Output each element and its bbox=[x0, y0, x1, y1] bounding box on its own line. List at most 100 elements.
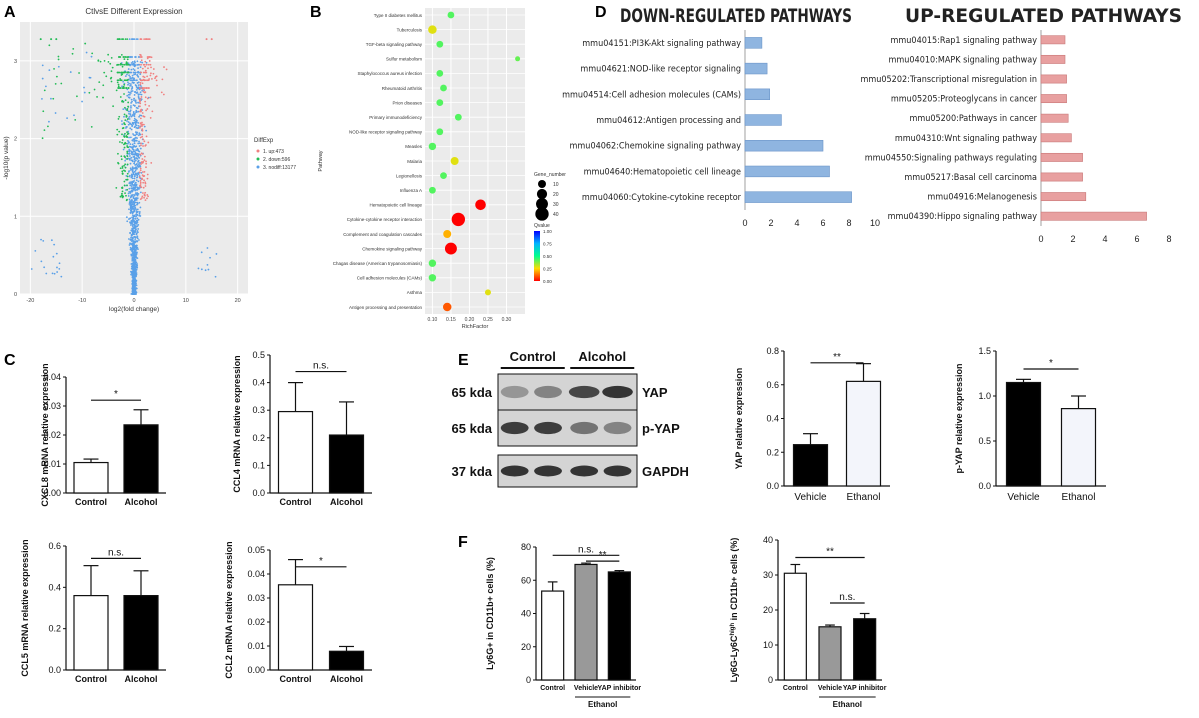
far-point bbox=[60, 82, 63, 85]
pathway-label: Primary immunodeficiency bbox=[369, 115, 423, 120]
pathway-bar bbox=[744, 62, 768, 75]
up-point bbox=[142, 181, 145, 184]
up-point bbox=[139, 184, 141, 187]
up-point bbox=[141, 128, 144, 131]
nodiff-point bbox=[141, 142, 144, 145]
up-point bbox=[147, 141, 150, 144]
nodiff-point bbox=[128, 238, 130, 240]
nodiff-point bbox=[133, 227, 136, 230]
down-point bbox=[123, 184, 126, 187]
nodiff-point bbox=[137, 180, 140, 183]
nodiff-point bbox=[135, 233, 138, 236]
nodiff-point bbox=[121, 85, 123, 88]
up-point bbox=[139, 136, 142, 139]
far-point bbox=[90, 125, 93, 128]
down-point bbox=[119, 141, 121, 143]
up-point bbox=[155, 75, 158, 78]
far-point bbox=[53, 243, 56, 246]
point bbox=[121, 63, 124, 66]
nodiff-point bbox=[132, 208, 135, 210]
nodiff-point bbox=[137, 163, 140, 165]
up-point bbox=[143, 179, 145, 182]
nodiff-point bbox=[129, 84, 132, 87]
nodiff-point bbox=[127, 140, 129, 142]
up-point bbox=[152, 68, 155, 70]
point bbox=[145, 38, 147, 40]
category-label: Alcohol bbox=[330, 497, 363, 507]
nodiff-point bbox=[136, 239, 138, 242]
nodiff-point bbox=[140, 171, 143, 174]
blot-size-label: 65 kda bbox=[452, 421, 493, 436]
blot-band bbox=[602, 385, 633, 399]
nodiff-point bbox=[131, 227, 134, 230]
bar bbox=[73, 461, 109, 494]
down-point bbox=[125, 135, 128, 138]
nodiff-point bbox=[136, 214, 138, 217]
down-point bbox=[119, 78, 122, 80]
far-point bbox=[88, 91, 91, 94]
nodiff-point bbox=[130, 159, 133, 162]
nodiff-point bbox=[136, 201, 139, 204]
blot-group-label: Alcohol bbox=[578, 349, 626, 364]
nodiff-point bbox=[126, 220, 129, 223]
nodiff-point bbox=[128, 182, 131, 184]
nodiff-point bbox=[132, 240, 135, 242]
nodiff-point bbox=[129, 211, 132, 214]
up-point bbox=[144, 65, 147, 68]
ly6c-high-bar-chart: 0 10 20 30 40 Ly6G-Ly6Chigh in CD11b+ cells (… bbox=[729, 535, 887, 709]
y-axis-label-main: Ly6G-Ly6C bbox=[729, 635, 739, 682]
up-point bbox=[146, 57, 149, 60]
nodiff-point bbox=[138, 175, 141, 177]
up-point bbox=[141, 82, 144, 85]
nodiff-point bbox=[131, 76, 134, 79]
up-point bbox=[139, 153, 142, 156]
nodiff-point bbox=[133, 97, 135, 100]
nodiff-point bbox=[139, 91, 142, 94]
down-point bbox=[121, 141, 124, 144]
up-point bbox=[150, 162, 153, 164]
pyap-bar-chart: 0.0 0.5 1.0 1.5 p-YAP relative expression Veh… bbox=[954, 346, 1106, 503]
nodiff-point bbox=[127, 81, 129, 84]
up-point bbox=[142, 145, 144, 147]
y-tick-label: 0.2 bbox=[766, 447, 779, 457]
nodiff-point bbox=[124, 159, 127, 162]
nodiff-point bbox=[134, 99, 137, 102]
nodiff-point bbox=[135, 219, 138, 222]
down-point bbox=[123, 83, 126, 86]
bubble bbox=[475, 199, 486, 211]
far-point bbox=[48, 69, 51, 72]
far-point bbox=[55, 75, 58, 78]
nodiff-point bbox=[133, 183, 136, 186]
nodiff-point bbox=[133, 139, 136, 142]
up-point bbox=[151, 110, 154, 113]
far-point bbox=[58, 262, 61, 265]
point bbox=[125, 79, 128, 82]
down-point bbox=[121, 139, 124, 141]
color-legend-label: 0.75 bbox=[543, 242, 552, 247]
nodiff-point bbox=[136, 82, 139, 84]
point bbox=[141, 87, 144, 89]
up-point bbox=[139, 169, 142, 172]
pathway-label: mmu05202:Transcriptional misregulation i… bbox=[860, 75, 1037, 85]
panel-label-e: E bbox=[458, 352, 469, 369]
x-tick-label: -20 bbox=[26, 298, 34, 304]
down-point bbox=[127, 101, 130, 104]
nodiff-point bbox=[137, 101, 139, 104]
point bbox=[120, 79, 123, 82]
up-point bbox=[146, 177, 149, 180]
y-tick-label: 0.03 bbox=[247, 593, 265, 603]
nodiff-point bbox=[138, 140, 140, 143]
color-legend-bar bbox=[534, 231, 540, 281]
y-axis-label: -log10(p value) bbox=[3, 136, 10, 179]
pathway-label: mmu04060:Cytokine-cytokine receptor bbox=[582, 193, 742, 203]
nodiff-point bbox=[136, 147, 139, 150]
nodiff-point bbox=[133, 270, 136, 273]
pathway-label: Cell adhesion molecules (CAMs) bbox=[357, 276, 423, 281]
nodiff-point bbox=[137, 228, 140, 230]
down-point bbox=[126, 109, 129, 112]
far-point bbox=[84, 42, 87, 45]
y-tick-label: 1 bbox=[14, 214, 17, 220]
point bbox=[144, 71, 147, 74]
y-tick-label: 0.05 bbox=[247, 545, 265, 555]
y-tick-label: 0.00 bbox=[247, 665, 265, 675]
